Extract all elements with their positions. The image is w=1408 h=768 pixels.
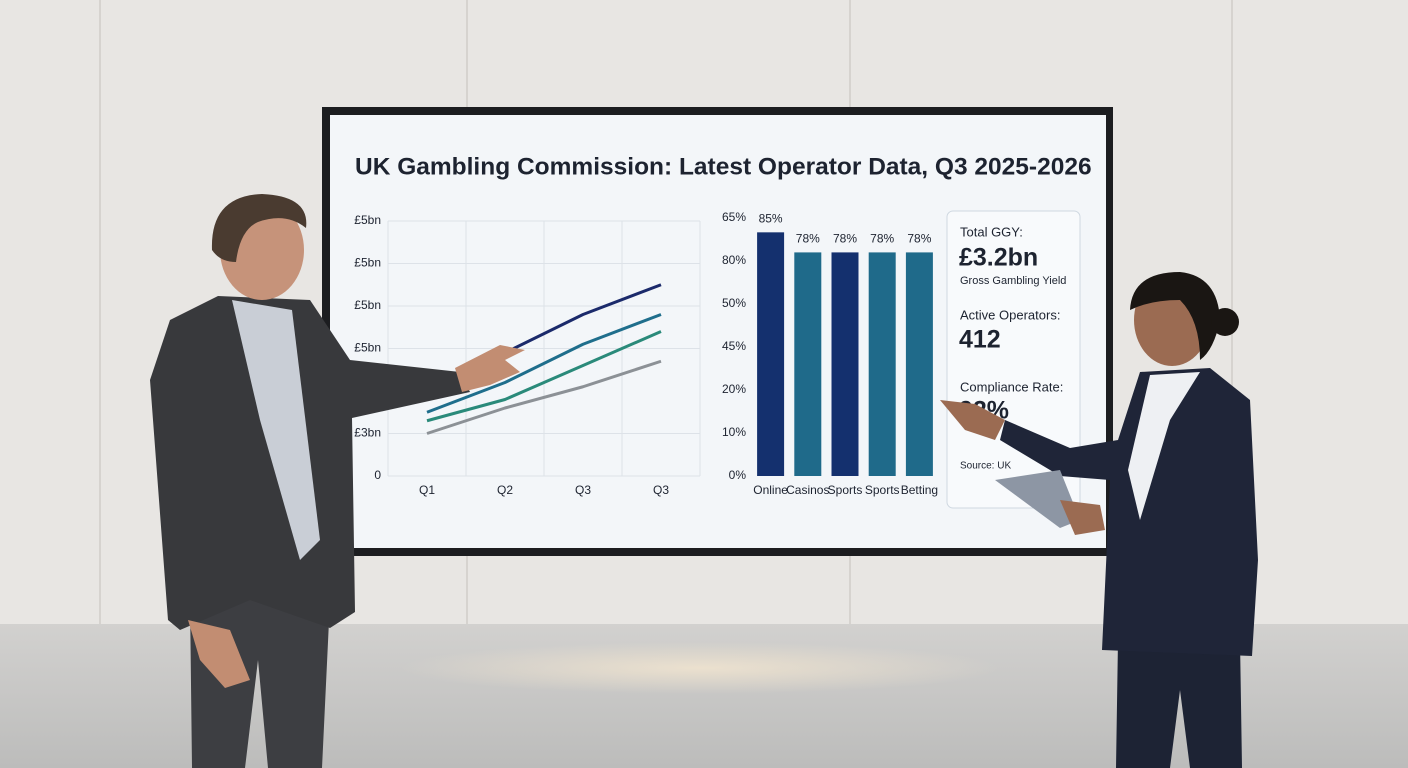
bar <box>831 252 859 476</box>
bar <box>794 252 822 476</box>
line-series <box>426 330 662 423</box>
y-tick-label: 50% <box>722 296 746 310</box>
line-series <box>426 313 662 414</box>
bar-value-label: 78% <box>796 232 820 246</box>
y-tick-label: £5bn <box>354 256 381 270</box>
bar-value-label: 78% <box>907 232 931 246</box>
line-series <box>426 359 662 435</box>
bar-value-label: 78% <box>833 232 857 246</box>
bar <box>868 252 896 476</box>
x-tick-label: Online <box>753 483 788 497</box>
y-tick-label: £3bn <box>354 426 381 440</box>
y-tick-label: 20% <box>722 382 746 396</box>
floor-glow <box>400 642 1000 694</box>
bar <box>757 232 785 476</box>
x-tick-label: Q3 <box>575 483 591 497</box>
y-tick-label: £5bn <box>354 341 381 355</box>
y-tick-label: 80% <box>722 253 746 267</box>
presenter-woman <box>940 272 1258 768</box>
charts: 0 £3bn £5bn £5bn £5bn £5bn Q1 Q2 Q3 Q3 0% 10% 20% 45%… <box>354 210 938 497</box>
stat-note: Gross Gambling Yield <box>960 275 1066 287</box>
bar-value-label: 85% <box>759 212 783 226</box>
stat-value: 412 <box>959 326 1001 354</box>
y-tick-label: 65% <box>722 210 746 224</box>
x-tick-label: Casinos <box>786 483 829 497</box>
y-tick-label: 45% <box>722 339 746 353</box>
x-tick-label: Q1 <box>419 483 435 497</box>
y-tick-label: 10% <box>722 425 746 439</box>
bar-value-label: 78% <box>870 232 894 246</box>
y-tick-label: 0% <box>729 468 747 482</box>
x-tick-label: Q3 <box>653 483 669 497</box>
stat-value: £3.2bn <box>959 244 1038 272</box>
presenter-man <box>150 194 525 768</box>
y-tick-label: £5bn <box>354 298 381 312</box>
x-tick-label: Q2 <box>497 483 513 497</box>
x-tick-label: Sports <box>828 483 863 497</box>
stat-label: Total GGY: <box>960 224 1023 239</box>
y-tick-label: 0 <box>374 468 381 482</box>
bar <box>905 252 933 476</box>
stat-label: Active Operators: <box>960 307 1060 322</box>
x-tick-label: Sports <box>865 483 900 497</box>
source-note: Source: UK <box>960 461 1011 472</box>
screen-title: UK Gambling Commission: Latest Operator … <box>355 153 1092 180</box>
x-tick-label: Betting <box>901 483 938 497</box>
stat-label: Compliance Rate: <box>960 379 1063 394</box>
y-tick-label: £5bn <box>354 213 381 227</box>
